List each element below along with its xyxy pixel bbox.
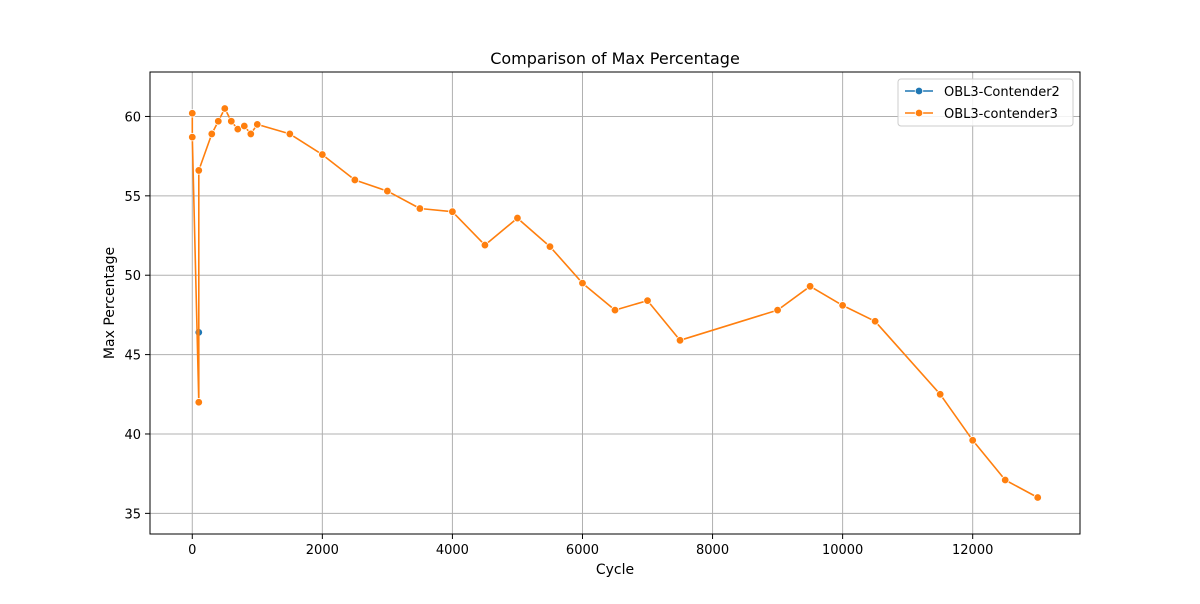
series-layer (188, 104, 1042, 502)
grid (150, 72, 1080, 534)
x-tick-label: 2000 (306, 543, 339, 558)
data-point (194, 166, 203, 175)
data-point (968, 436, 977, 445)
legend: OBL3-Contender2 OBL3-contender3 (897, 78, 1074, 127)
data-point (448, 207, 457, 216)
x-tick-label: 6000 (566, 543, 599, 558)
data-point (227, 117, 236, 126)
data-point (350, 175, 360, 185)
data-point (318, 150, 327, 159)
y-tick-label: 35 (124, 507, 141, 522)
y-tick-label: 50 (124, 269, 141, 284)
x-tick-label: 10000 (822, 543, 863, 558)
x-tick-label: 12000 (952, 543, 993, 558)
x-tick-label: 4000 (436, 543, 469, 558)
data-point (383, 186, 392, 196)
data-point (240, 121, 249, 131)
y-axis-label: Max Percentage (102, 247, 118, 359)
data-point (838, 301, 847, 310)
data-point (578, 278, 587, 288)
legend-marker (914, 86, 924, 96)
data-point (220, 104, 229, 113)
y-tick-label: 60 (124, 110, 141, 125)
chart-title: Comparison of Max Percentage (490, 49, 740, 68)
legend-box (897, 78, 1074, 127)
legend-marker (914, 108, 924, 118)
x-axis-label: Cycle (596, 562, 634, 578)
data-point (253, 120, 262, 129)
data-point (675, 336, 685, 345)
data-point (773, 305, 782, 315)
y-tick-label: 45 (124, 349, 141, 364)
data-point (188, 109, 197, 118)
data-point (870, 317, 880, 326)
legend-label: OBL3-Contender2 (944, 85, 1060, 100)
data-point (207, 129, 216, 139)
data-point (480, 240, 490, 250)
legend-label: OBL3-contender3 (944, 107, 1058, 122)
data-point (610, 305, 620, 315)
data-point (1033, 493, 1042, 502)
data-point (545, 242, 555, 251)
data-point (415, 204, 425, 213)
y-tick-label: 55 (124, 190, 141, 205)
data-point (805, 282, 815, 291)
data-point (285, 129, 295, 139)
series-line (191, 107, 1039, 499)
data-point (1001, 475, 1010, 485)
data-point (194, 398, 203, 407)
axis-ticks: 0 2000 4000 6000 8000 10000 12000 35 40 45 50 55 60 (124, 110, 993, 558)
y-tick-label: 40 (124, 428, 141, 443)
data-point (214, 117, 223, 126)
data-point (188, 132, 197, 142)
data-point (643, 296, 652, 305)
data-point (935, 390, 945, 399)
x-tick-label: 8000 (696, 543, 729, 558)
x-tick-label: 0 (188, 543, 196, 558)
plot-frame (149, 71, 1081, 535)
data-point (513, 213, 522, 223)
data-point (246, 129, 256, 139)
